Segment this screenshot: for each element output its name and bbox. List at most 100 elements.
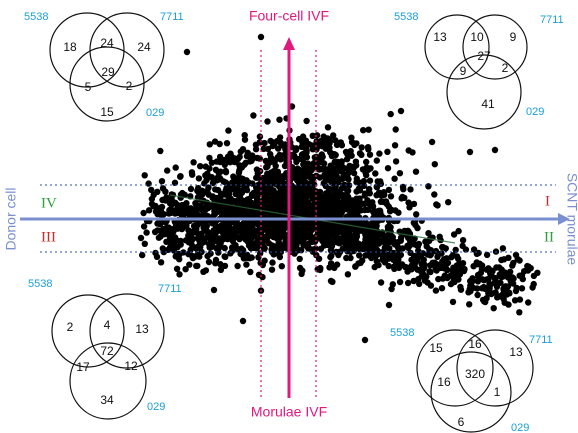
venn-set-label-b: 7711 bbox=[158, 283, 182, 295]
scatter-point bbox=[396, 170, 404, 177]
scatter-point bbox=[293, 158, 300, 166]
scatter-point bbox=[176, 256, 183, 263]
scatter-point bbox=[452, 246, 459, 254]
scatter-point bbox=[397, 251, 405, 259]
scatter-point bbox=[365, 126, 372, 133]
scatter-point bbox=[416, 280, 423, 288]
venn-set-label-b: 7711 bbox=[160, 11, 184, 23]
scatter-point bbox=[248, 254, 255, 261]
scatter-point bbox=[339, 245, 346, 252]
scatter-point bbox=[303, 179, 310, 187]
scatter-point bbox=[511, 297, 519, 304]
scatter-point bbox=[253, 188, 261, 195]
venn-abc: 320 bbox=[465, 367, 485, 381]
scatter-point bbox=[391, 142, 399, 149]
scatter-point bbox=[395, 209, 402, 216]
scatter-point bbox=[243, 152, 251, 160]
scatter-point bbox=[431, 161, 438, 168]
venn-b-only: 24 bbox=[137, 40, 151, 54]
scatter-point bbox=[356, 179, 364, 186]
venn-ac: 9 bbox=[460, 64, 467, 78]
scatter-point bbox=[224, 210, 231, 218]
scatter-point bbox=[385, 301, 393, 309]
scatter-point bbox=[433, 201, 440, 208]
quadrant-iii-label: III bbox=[41, 229, 56, 245]
scatter-point bbox=[137, 234, 145, 242]
scatter-point bbox=[231, 155, 238, 162]
scatter-point bbox=[261, 139, 268, 147]
scatter-point bbox=[300, 174, 308, 181]
scatter-point bbox=[193, 229, 200, 236]
scatter-point bbox=[300, 150, 307, 157]
venn-b-only: 13 bbox=[509, 345, 523, 359]
scatter-point bbox=[512, 287, 520, 295]
scatter-point bbox=[406, 204, 413, 211]
scatter-point bbox=[426, 268, 433, 275]
scatter-point bbox=[361, 192, 368, 199]
scatter-point bbox=[496, 264, 503, 271]
scatter-point bbox=[381, 249, 388, 256]
scatter-point bbox=[356, 150, 364, 157]
scatter-point bbox=[477, 269, 485, 277]
scatter-point bbox=[290, 221, 297, 228]
scatter-point bbox=[324, 189, 332, 196]
scatter-point bbox=[371, 253, 378, 260]
scatter-point bbox=[260, 145, 267, 153]
scatter-point bbox=[247, 268, 254, 276]
scatter-point bbox=[221, 253, 228, 260]
scatter-point bbox=[253, 166, 261, 173]
scatter-point bbox=[366, 177, 374, 184]
scatter-point bbox=[415, 240, 423, 248]
scatter-point bbox=[157, 259, 165, 266]
scatter-point bbox=[257, 227, 264, 234]
venn-bottom-left: 5538 7711 029 2 4 13 72 17 12 34 bbox=[28, 278, 182, 420]
scatter-point bbox=[270, 194, 277, 202]
scatter-point bbox=[318, 166, 325, 173]
scatter-point bbox=[384, 148, 391, 155]
scatter-point bbox=[356, 252, 363, 259]
scatter-point bbox=[312, 245, 319, 252]
scatter-point bbox=[250, 112, 257, 119]
scatter-point bbox=[226, 159, 234, 166]
scatter-point bbox=[410, 200, 418, 208]
scatter-point bbox=[395, 245, 403, 252]
scatter-point bbox=[213, 237, 220, 245]
scatter-point bbox=[343, 234, 350, 241]
scatter-point bbox=[139, 251, 146, 259]
scatter-point bbox=[343, 156, 351, 163]
scatter-point bbox=[328, 177, 335, 185]
scatter-point bbox=[392, 158, 400, 165]
scatter-point bbox=[242, 159, 249, 166]
scatter-point bbox=[367, 238, 374, 245]
scatter-point bbox=[337, 209, 344, 216]
scatter-point bbox=[518, 285, 526, 292]
scatter-point bbox=[455, 227, 462, 235]
scatter-point bbox=[391, 175, 398, 182]
scatter-point bbox=[450, 231, 458, 238]
scatter-point bbox=[256, 133, 264, 140]
scatter-point bbox=[194, 187, 201, 194]
scatter-point bbox=[181, 220, 188, 228]
horizontal-axis-arrowhead bbox=[558, 213, 570, 225]
scatter-point bbox=[317, 227, 324, 234]
scatter-point bbox=[277, 233, 285, 240]
scatter-point bbox=[483, 251, 491, 259]
scatter-point bbox=[222, 169, 230, 176]
scatter-point bbox=[359, 200, 366, 207]
scatter-point bbox=[432, 247, 440, 255]
scatter-point bbox=[373, 183, 380, 190]
venn-c-only: 6 bbox=[458, 415, 465, 429]
scatter-point bbox=[243, 261, 250, 268]
scatter-point bbox=[409, 149, 416, 156]
scatter-point bbox=[206, 154, 213, 162]
scatter-point bbox=[189, 171, 196, 178]
scatter-point bbox=[366, 185, 373, 193]
scatter-point bbox=[375, 261, 382, 269]
scatter-point bbox=[387, 193, 395, 200]
scatter-point bbox=[530, 272, 538, 280]
scatter-point bbox=[221, 262, 229, 270]
scatter-point bbox=[291, 152, 298, 159]
scatter-point bbox=[177, 173, 184, 180]
scatter-point bbox=[160, 211, 167, 218]
scatter-point bbox=[302, 241, 309, 249]
